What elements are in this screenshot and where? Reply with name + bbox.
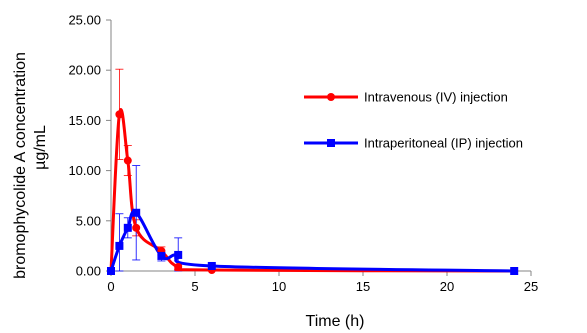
- ip-data-point: [510, 267, 519, 275]
- iv-series-line: [109, 108, 515, 273]
- ip-data-point: [132, 208, 141, 217]
- series-markers: [107, 110, 519, 275]
- y-tick-label: 20.00: [68, 63, 101, 78]
- iv-data-point: [132, 223, 141, 232]
- x-tick-labels: 0 5 10 15 20 25: [107, 279, 538, 294]
- x-tick-label: 25: [524, 279, 538, 294]
- y-tick-label: 15.00: [68, 113, 101, 128]
- y-tick-label: 0.00: [76, 264, 101, 279]
- legend-iv-marker: [327, 93, 335, 101]
- x-tick-label: 5: [191, 279, 198, 294]
- x-tick-label: 15: [356, 279, 370, 294]
- error-bars: [115, 68, 216, 272]
- ip-data-point: [123, 223, 132, 232]
- ip-data-point: [207, 261, 216, 270]
- x-axis-title: Time (h): [306, 313, 365, 330]
- ip-data-point: [115, 241, 124, 250]
- y-axis-title-line-2: µg/mL: [32, 125, 49, 170]
- legend-ip-label: Intraperitoneal (IP) injection: [364, 136, 523, 151]
- iv-data-point: [123, 156, 132, 165]
- ip-data-point: [107, 267, 115, 275]
- iv-data-point: [174, 262, 183, 271]
- ip-data-point: [174, 250, 183, 259]
- x-tick-label: 10: [272, 279, 286, 294]
- y-axis-title-line-1: bromophycolide A concentration: [12, 52, 29, 279]
- legend: Intravenous (IV) injection Intraperitonea…: [304, 90, 523, 151]
- iv-data-point: [115, 110, 124, 119]
- legend-ip-marker: [327, 139, 335, 147]
- ip-data-point: [157, 251, 166, 260]
- y-tick-labels: 0.00 5.00 10.00 15.00 20.00 25.00: [68, 13, 101, 279]
- y-tick-label: 5.00: [76, 213, 101, 228]
- x-tick-label: 20: [440, 279, 454, 294]
- x-tick-label: 0: [107, 279, 114, 294]
- legend-iv-label: Intravenous (IV) injection: [364, 90, 508, 105]
- y-tick-label: 10.00: [68, 163, 101, 178]
- y-tick-label: 25.00: [68, 13, 101, 28]
- series-lines: [109, 108, 515, 273]
